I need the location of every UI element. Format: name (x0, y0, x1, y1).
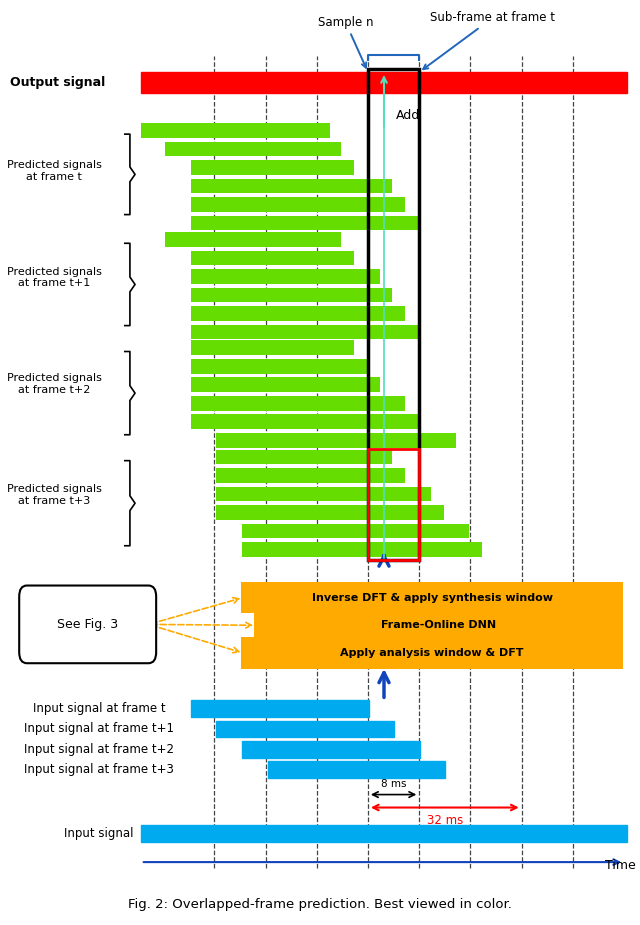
Bar (268, 761, 445, 778)
Text: Apply analysis window & DFT: Apply analysis window & DFT (340, 648, 524, 658)
FancyBboxPatch shape (19, 586, 156, 663)
Bar (191, 325, 418, 339)
Bar (141, 825, 627, 842)
Text: 8 ms: 8 ms (381, 779, 406, 789)
Text: Input signal at frame t+2: Input signal at frame t+2 (24, 743, 174, 756)
FancyBboxPatch shape (241, 637, 623, 669)
Bar (191, 396, 405, 411)
Bar (242, 524, 469, 538)
Bar (191, 306, 405, 321)
Text: Time: Time (605, 859, 636, 872)
Bar (368, 449, 419, 560)
Text: Output signal: Output signal (10, 76, 105, 89)
Bar (216, 721, 394, 737)
Bar (191, 197, 405, 212)
Bar (191, 269, 380, 284)
Bar (191, 251, 354, 265)
Text: Input signal: Input signal (65, 827, 134, 840)
FancyBboxPatch shape (241, 582, 623, 613)
Text: Input signal at frame t+1: Input signal at frame t+1 (24, 722, 174, 735)
Text: Fig. 2: Overlapped-frame prediction. Best viewed in color.: Fig. 2: Overlapped-frame prediction. Bes… (128, 898, 512, 911)
Bar (191, 359, 367, 374)
Bar (216, 468, 405, 483)
Text: Add: Add (396, 109, 420, 122)
Bar (191, 288, 392, 302)
Text: Input signal at frame t: Input signal at frame t (33, 702, 166, 715)
Bar (242, 542, 482, 557)
Text: Inverse DFT & apply synthesis window: Inverse DFT & apply synthesis window (312, 593, 552, 602)
Text: See Fig. 3: See Fig. 3 (57, 618, 118, 631)
Text: Sub-frame at frame t: Sub-frame at frame t (423, 11, 556, 69)
FancyBboxPatch shape (254, 610, 623, 641)
Bar (191, 377, 380, 392)
Bar (165, 142, 341, 156)
Text: Predicted signals
at frame t: Predicted signals at frame t (7, 160, 102, 182)
Bar (165, 232, 341, 247)
Bar (216, 505, 444, 520)
Bar (141, 123, 330, 138)
Bar (141, 72, 627, 93)
Text: Sample n: Sample n (318, 16, 373, 68)
Bar (216, 450, 392, 464)
Text: 32 ms: 32 ms (427, 814, 463, 827)
Text: Frame-Online DNN: Frame-Online DNN (381, 621, 496, 630)
Bar (191, 179, 392, 193)
Text: Predicted signals
at frame t+2: Predicted signals at frame t+2 (7, 373, 102, 395)
Bar (191, 414, 418, 429)
Bar (368, 69, 419, 560)
Bar (191, 700, 369, 717)
Bar (191, 216, 418, 230)
Bar (216, 487, 431, 501)
Text: Input signal at frame t+3: Input signal at frame t+3 (24, 763, 174, 776)
Bar (191, 340, 354, 355)
Bar (242, 741, 420, 758)
Bar (216, 433, 456, 448)
Text: Predicted signals
at frame t+1: Predicted signals at frame t+1 (7, 266, 102, 289)
Bar (191, 160, 354, 175)
Text: Predicted signals
at frame t+3: Predicted signals at frame t+3 (7, 484, 102, 506)
